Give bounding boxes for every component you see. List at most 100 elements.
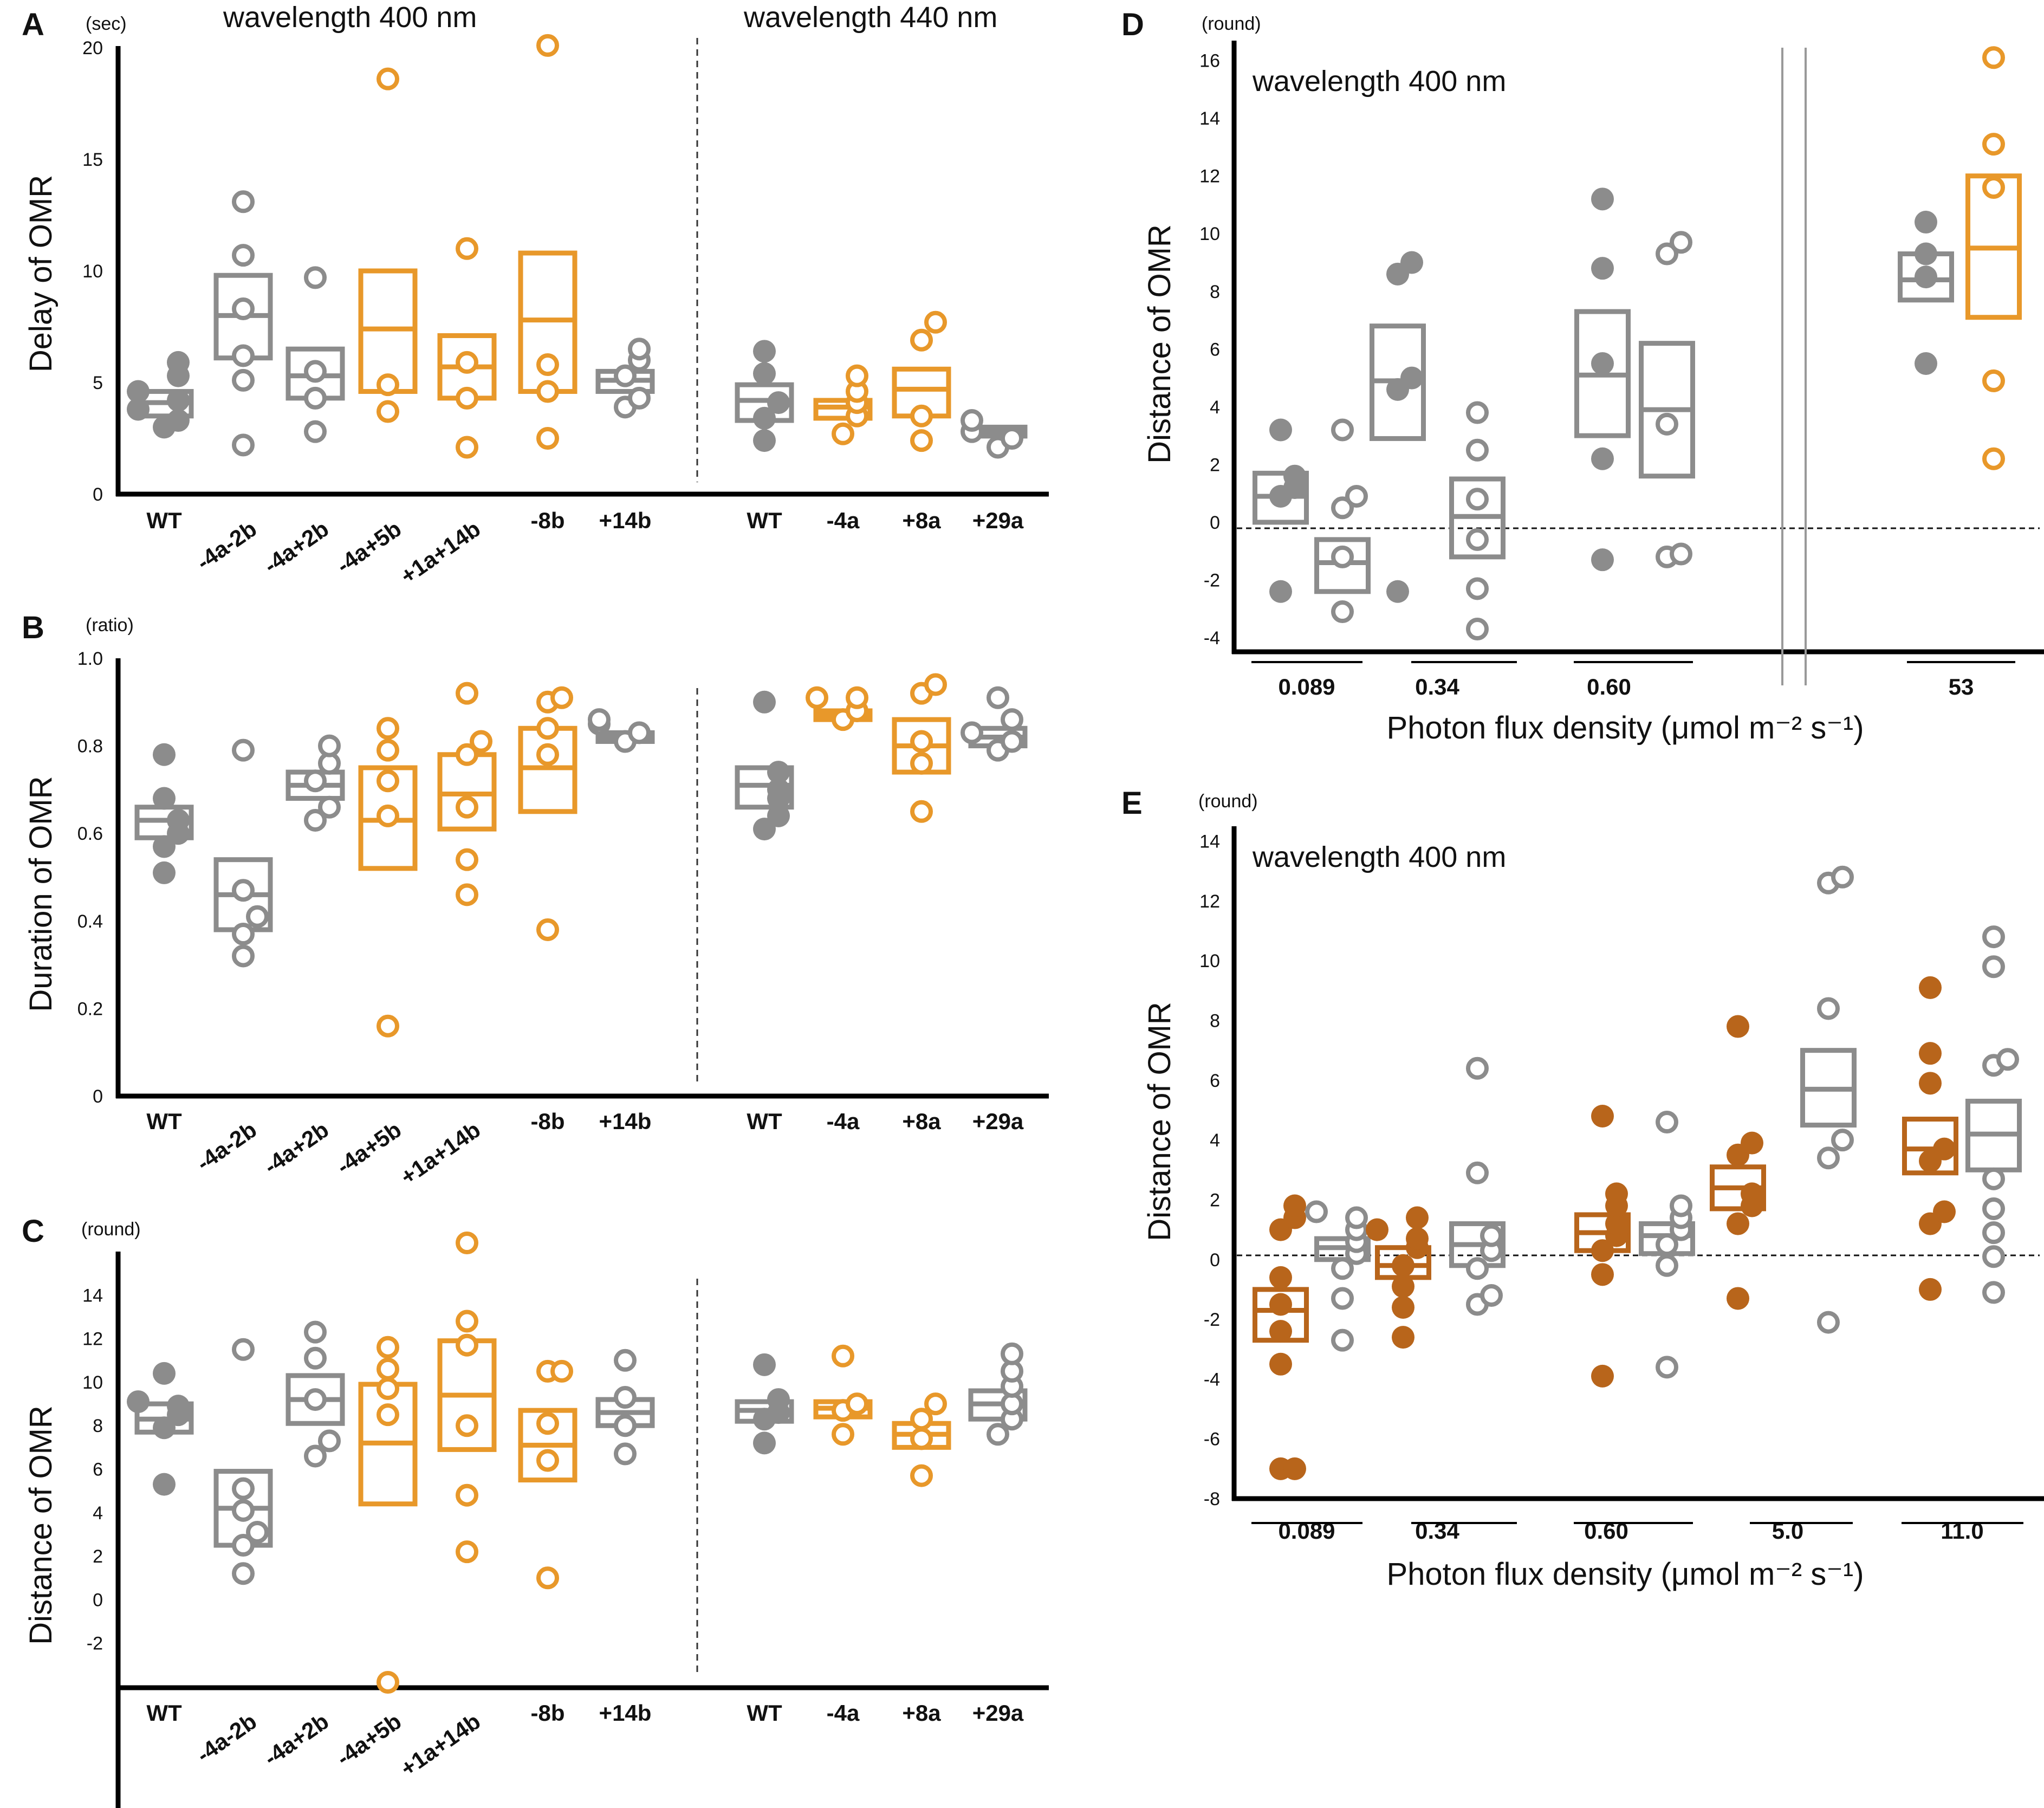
point-d-1-0: [1331, 600, 1354, 624]
group-b-5: [518, 686, 577, 941]
point-e-4-6: [1605, 1182, 1628, 1206]
point-e-9-8: [1982, 925, 2005, 949]
point-c-1-4: [232, 1477, 255, 1500]
group-c-8: [813, 1344, 873, 1446]
point-c-2-3: [304, 1346, 327, 1370]
point-b-10-2: [961, 721, 983, 744]
point-e-2-1: [1392, 1296, 1414, 1319]
point-e-4-4: [1605, 1212, 1628, 1235]
point-b-7-5: [753, 690, 776, 714]
group-d-5: [1639, 231, 1695, 568]
group-c-7: [735, 1353, 794, 1455]
group-a-2: [285, 266, 345, 443]
point-d-1-3: [1345, 484, 1368, 508]
y-tick-d-0: -4: [1204, 628, 1220, 649]
point-b-9-0: [910, 800, 933, 823]
point-e-5-2: [1656, 1233, 1678, 1256]
point-b-7-3: [767, 778, 790, 801]
point-e-5-1: [1656, 1254, 1678, 1277]
point-e-0-5: [1269, 1266, 1292, 1289]
category-a-4: +1a+14b: [395, 516, 485, 589]
point-b-2-4: [318, 734, 341, 757]
group-e-2: [1366, 1206, 1431, 1349]
panel-letter-d: D: [1121, 7, 1144, 42]
point-e-6-1: [1727, 1212, 1749, 1235]
y-axis-label-e: Distance of OMR: [1142, 1002, 1177, 1241]
point-d-0-0: [1269, 580, 1292, 603]
point-d-4-1: [1591, 447, 1614, 470]
point-a-1-4: [232, 244, 255, 267]
point-d-2-2: [1400, 366, 1423, 390]
group-b-8: [806, 686, 873, 731]
point-c-9-1: [910, 1427, 933, 1450]
point-d-1-2: [1331, 496, 1354, 520]
y-tick-c-1: 0: [93, 1590, 103, 1610]
category-b-1: -4a-2b: [192, 1117, 261, 1176]
point-b-9-1: [910, 751, 933, 775]
point-b-8-3: [806, 686, 828, 709]
category-b-5: -8b: [531, 1109, 565, 1134]
y-tick-a-3: 15: [82, 150, 103, 170]
point-c-9-0: [910, 1464, 933, 1487]
group-b-4: [437, 682, 497, 906]
y-tick-d-10: 16: [1199, 51, 1220, 72]
group-e-6: [1710, 1015, 1766, 1310]
x-categories-a: WT -4a-2b-4a+2b-4a+5b+1a+14b -8b +14b WT -4a +…: [146, 508, 1024, 589]
y-tick-c-3: 4: [93, 1503, 103, 1524]
point-b-0-0: [153, 861, 176, 884]
group-d-3: [1449, 401, 1506, 641]
point-c-4-0: [456, 1540, 478, 1564]
y-tick-e-5: 2: [1210, 1190, 1220, 1210]
y-tick-e-3: -2: [1204, 1310, 1220, 1330]
panel-letter-c: C: [22, 1214, 44, 1249]
point-d-7-1: [1982, 369, 2005, 392]
group-c-6: [595, 1349, 655, 1466]
data-marks-e: [1253, 865, 2022, 1480]
point-c-1-5: [232, 1338, 255, 1361]
group-a-7: [735, 340, 794, 452]
point-e-7-0: [1817, 1311, 1840, 1334]
y-ticks-b: 0 0.2 0.4 0.6 0.8 1.0: [77, 649, 103, 1107]
point-c-7-4: [753, 1353, 776, 1376]
y-tick-c-8: 14: [82, 1285, 103, 1306]
point-e-5-6: [1656, 1111, 1678, 1134]
point-c-0-0: [153, 1473, 176, 1496]
point-a-0-4: [127, 380, 150, 403]
point-e-7-1: [1817, 1146, 1840, 1170]
point-a-5-3: [536, 34, 559, 57]
y-tick-e-2: -4: [1204, 1369, 1220, 1390]
point-a-1-3: [232, 297, 255, 321]
point-b-1-2: [246, 905, 269, 928]
point-c-6-3: [614, 1349, 637, 1372]
point-a-8-0: [832, 422, 854, 445]
point-c-3-0: [377, 1670, 399, 1694]
panel-letter-b: B: [22, 610, 44, 645]
y-tick-c-2: 2: [93, 1546, 103, 1567]
category-a-3: -4a+5b: [332, 516, 406, 579]
point-b-10-1: [1001, 730, 1023, 753]
y-unit-a: (sec): [86, 14, 127, 34]
point-e-3-1: [1480, 1284, 1503, 1307]
data-marks-a: [127, 34, 1028, 459]
point-e-4-2: [1591, 1239, 1614, 1262]
point-e-0-8: [1283, 1194, 1306, 1217]
point-a-0-2: [127, 398, 150, 421]
point-d-3-0: [1466, 618, 1489, 641]
point-e-9-3: [1982, 1197, 2005, 1220]
y-tick-e-1: -6: [1204, 1429, 1220, 1450]
point-c-5-0: [536, 1566, 559, 1590]
title-a-400: wavelength 400 nm: [223, 1, 477, 34]
point-e-2-7: [1406, 1206, 1429, 1229]
point-e-6-5: [1741, 1131, 1763, 1155]
point-a-2-0: [304, 420, 327, 443]
category-c-7: WT: [747, 1700, 782, 1726]
box-e-8: [1902, 1117, 1958, 1176]
point-c-5-2: [536, 1412, 559, 1435]
point-b-4-1: [456, 848, 478, 871]
category-a-6: +14b: [599, 508, 652, 533]
point-e-7-5: [1831, 865, 1854, 889]
point-a-4-2: [456, 351, 478, 374]
point-b-2-1: [318, 795, 341, 819]
point-d-4-4: [1591, 187, 1614, 211]
point-c-3-3: [377, 1357, 399, 1381]
